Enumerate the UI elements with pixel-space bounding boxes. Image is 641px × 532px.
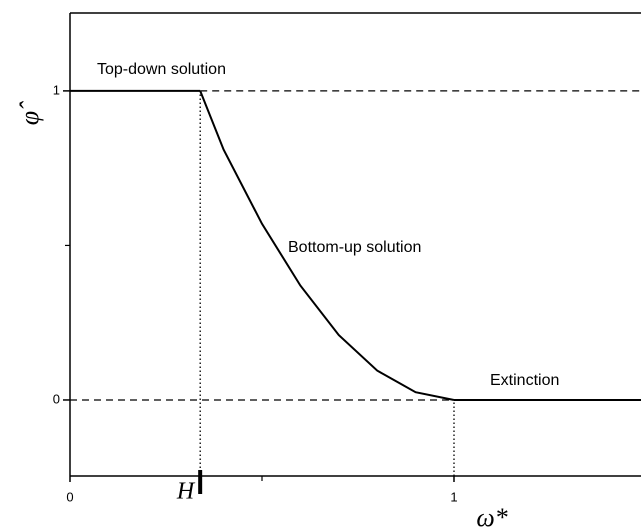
line-series [199, 90, 455, 401]
annotation: Extinction [490, 372, 559, 389]
x-tick-label: 0 [66, 489, 73, 504]
y-tick-label: 0 [53, 391, 60, 406]
y-axis-label: φ̂ [15, 101, 44, 125]
annotation: Bottom-up solution [288, 239, 421, 256]
y-tick-label: 1 [53, 82, 60, 97]
x-axis-label: ω* [476, 503, 507, 532]
x-tick-label: 1 [450, 489, 457, 504]
x-special-tick-label: H [176, 479, 196, 505]
annotation: Top-down solution [97, 61, 226, 78]
